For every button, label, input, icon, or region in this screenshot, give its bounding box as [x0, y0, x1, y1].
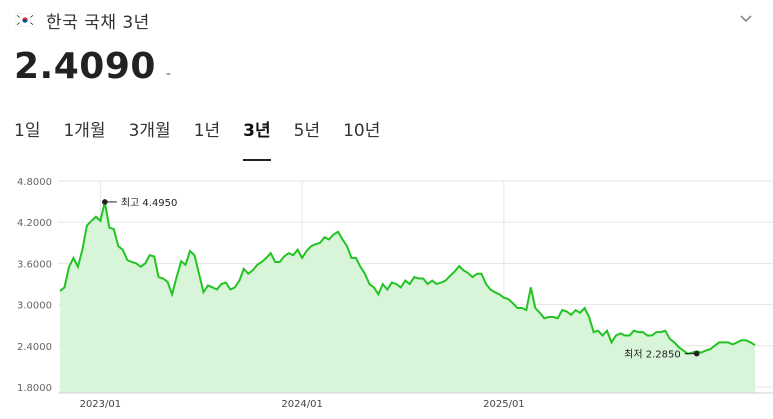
y-tick-label: 3.0000: [17, 301, 52, 312]
annotation-point: [102, 199, 108, 205]
tab-5y[interactable]: 5년: [293, 121, 321, 141]
tab-1y[interactable]: 1년: [193, 121, 221, 141]
current-price: 2.4090: [14, 46, 156, 87]
x-axis: 2023/01 2024/01 2025/01: [58, 392, 773, 410]
tab-1m[interactable]: 1개월: [63, 121, 106, 141]
period-tabs: 1일 1개월 3개월 1년 3년 5년 10년: [14, 116, 403, 161]
yield-line: [59, 201, 756, 355]
header: 한국 국채 3년: [14, 6, 759, 34]
x-tick-label: 2023/01: [80, 399, 122, 410]
y-tick-label: 1.8000: [17, 383, 52, 394]
yield-chart[interactable]: 4.8000 4.2000 3.6000 3.0000 2.4000 1.8000 202…: [0, 165, 773, 419]
yield-area: [60, 201, 755, 393]
tab-1d[interactable]: 1일: [14, 121, 41, 141]
annotation-point: [693, 350, 700, 357]
x-tick-label: 2024/01: [281, 399, 323, 410]
quote-row: 2.4090 -: [14, 46, 171, 87]
y-axis: 4.8000 4.2000 3.6000 3.0000 2.4000 1.8000: [17, 177, 52, 394]
chevron-down-icon[interactable]: [737, 10, 755, 28]
korea-flag-icon: [14, 9, 36, 31]
tab-3m[interactable]: 3개월: [128, 121, 171, 141]
x-tick-label: 2025/01: [483, 399, 525, 410]
page-title: 한국 국채 3년: [46, 12, 150, 33]
tab-10y[interactable]: 10년: [343, 121, 381, 141]
max-label: 최고 4.4950: [121, 197, 178, 209]
y-tick-label: 4.2000: [17, 218, 52, 229]
min-label: 최저 2.2850: [624, 349, 681, 361]
price-change: -: [165, 66, 171, 82]
tab-3y[interactable]: 3년: [243, 116, 272, 161]
annotations: 최고 4.4950 최저 2.2850: [102, 197, 700, 361]
y-tick-label: 2.4000: [17, 342, 52, 353]
y-tick-label: 4.8000: [17, 177, 52, 188]
y-tick-label: 3.6000: [17, 259, 52, 270]
